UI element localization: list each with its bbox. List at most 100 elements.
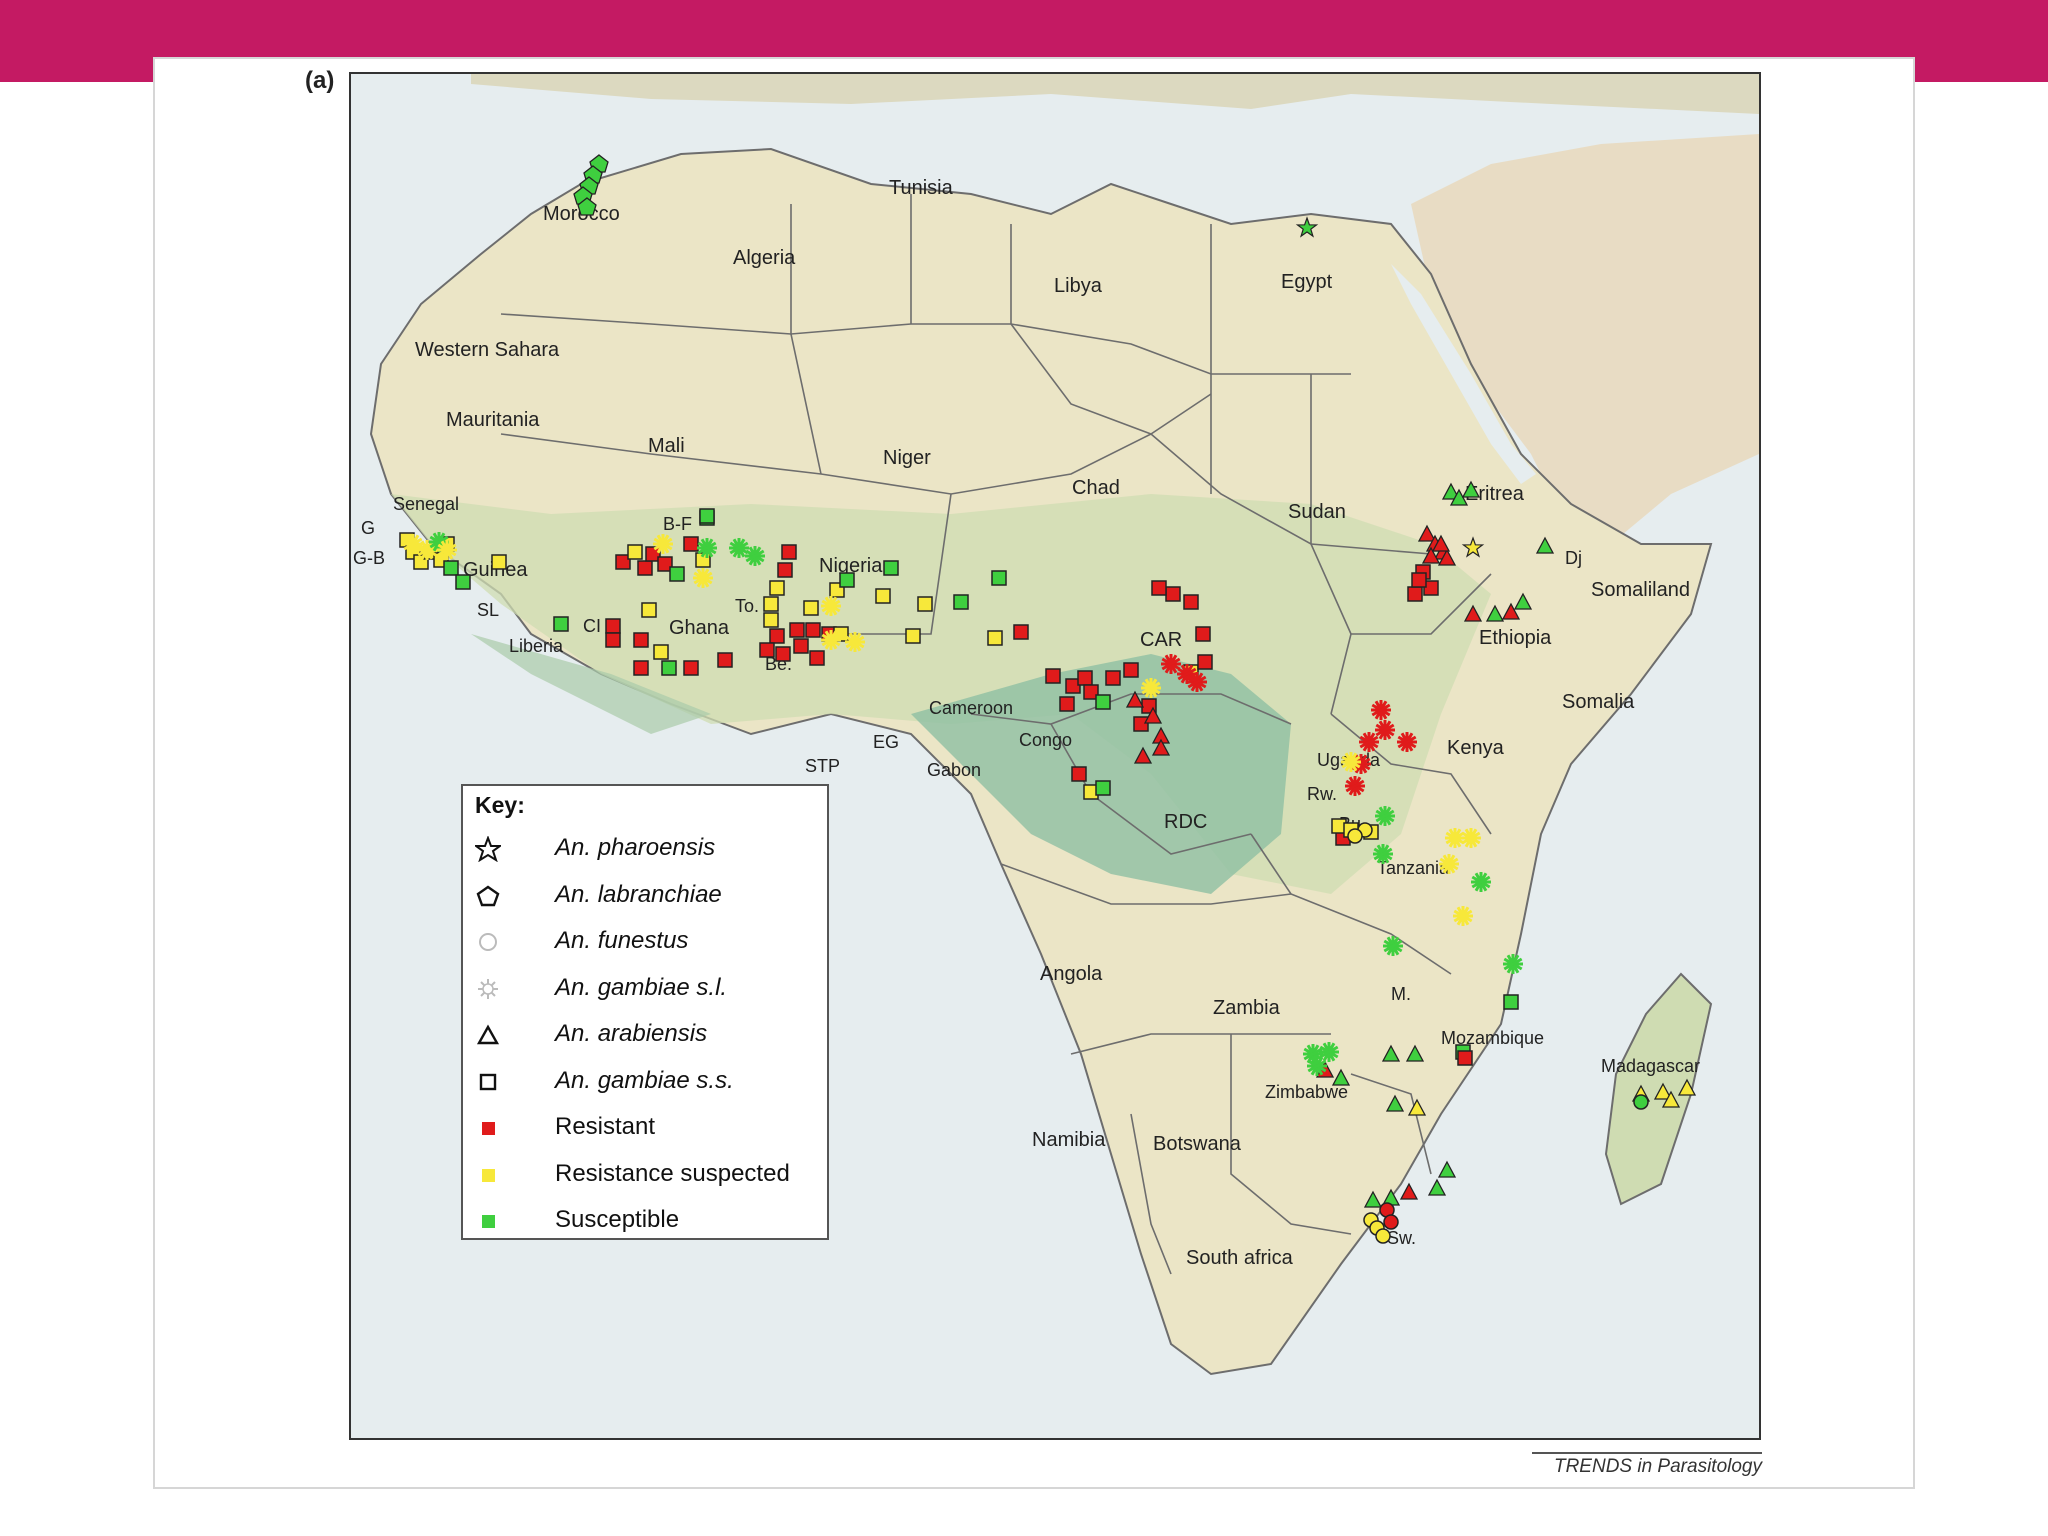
legend-label: An. labranchiae bbox=[555, 880, 722, 908]
gambiae-ss-marker bbox=[763, 612, 779, 628]
gambiae-ss-marker bbox=[917, 596, 933, 612]
gambiae-ss-marker bbox=[1133, 716, 1149, 732]
burst-icon bbox=[475, 976, 501, 1002]
gambiae-sl-marker bbox=[1341, 752, 1361, 772]
label-libya: Libya bbox=[1054, 275, 1103, 297]
legend-label: Susceptible bbox=[555, 1206, 680, 1233]
pharoensis-marker bbox=[1295, 216, 1319, 238]
label-rwanda: Rw. bbox=[1307, 784, 1337, 804]
burst-ray bbox=[1383, 939, 1403, 953]
gambiae-ss-marker bbox=[683, 536, 699, 552]
square-icon bbox=[475, 1069, 501, 1095]
legend-title: Key: bbox=[475, 792, 525, 818]
burst-ray bbox=[821, 633, 841, 647]
arabiensis-marker bbox=[1653, 1082, 1673, 1100]
gambiae-ss-marker bbox=[1423, 580, 1439, 596]
arabiensis-marker bbox=[1441, 482, 1461, 500]
burst-ray bbox=[729, 541, 749, 555]
gambiae-ss-marker bbox=[669, 566, 685, 582]
burst-ray bbox=[1371, 703, 1391, 717]
label-sao-tome: STP bbox=[805, 756, 840, 776]
label-cote-divoire: CI bbox=[583, 616, 601, 636]
label-gabon: Gabon bbox=[927, 760, 981, 780]
gambiae-sl-marker bbox=[693, 568, 713, 588]
arabiensis-marker bbox=[1381, 1044, 1401, 1062]
gambiae-ss-marker bbox=[805, 622, 821, 638]
label-madagascar: Madagascar bbox=[1601, 1056, 1700, 1076]
gambiae-sl-marker bbox=[1383, 936, 1403, 956]
label-sierra-leone: SL bbox=[477, 600, 499, 620]
legend-item: An. pharoensis bbox=[463, 828, 829, 868]
label-cameroon: Cameroon bbox=[929, 698, 1013, 718]
gambiae-ss-marker bbox=[1151, 580, 1167, 596]
label-togo: To. bbox=[735, 596, 759, 616]
yellow-swatch-icon bbox=[475, 1162, 501, 1188]
arabiensis-marker bbox=[1485, 604, 1505, 622]
gambiae-sl-marker bbox=[1471, 872, 1491, 892]
gambiae-sl-marker bbox=[1373, 844, 1393, 864]
legend: Key: An. pharoensis An. labranchiae An. fu… bbox=[461, 784, 829, 1240]
gambiae-sl-marker bbox=[1141, 678, 1161, 698]
legend-item: An. gambiae s.l. bbox=[463, 968, 829, 1008]
arabiensis-marker bbox=[1437, 548, 1457, 566]
panel-label: (a) bbox=[305, 67, 335, 94]
arabiensis-marker bbox=[1427, 1178, 1447, 1196]
gambiae-ss-marker bbox=[633, 660, 649, 676]
gambiae-ss-marker bbox=[789, 622, 805, 638]
label-guinea: Guinea bbox=[463, 559, 528, 581]
label-algeria: Algeria bbox=[733, 247, 796, 269]
gambiae-ss-marker bbox=[1407, 586, 1423, 602]
source-credit: TRENDS in Parasitology bbox=[1532, 1452, 1762, 1478]
burst-ray bbox=[1319, 1045, 1339, 1059]
burst-ray bbox=[429, 535, 449, 549]
burst-ray bbox=[403, 537, 423, 551]
legend-item: Resistance suspected bbox=[463, 1154, 829, 1194]
legend-item: Susceptible bbox=[463, 1200, 829, 1240]
burst-ray bbox=[1177, 667, 1197, 681]
pentagon-icon bbox=[475, 883, 501, 909]
gambiae-ss-marker bbox=[1165, 586, 1181, 602]
label-senegal: Senegal bbox=[393, 494, 459, 514]
pharoensis-marker bbox=[1461, 536, 1485, 558]
label-congo: Congo bbox=[1019, 730, 1072, 750]
arabiensis-marker bbox=[1513, 592, 1533, 610]
label-ethiopia: Ethiopia bbox=[1479, 627, 1552, 649]
label-mali: Mali bbox=[648, 435, 685, 457]
gambiae-sl-marker bbox=[1375, 806, 1395, 826]
burst-ray bbox=[1341, 755, 1361, 769]
arabiensis-marker bbox=[1421, 546, 1441, 564]
arabiensis-marker bbox=[1151, 738, 1171, 756]
burst-ray bbox=[437, 543, 457, 557]
green-swatch-icon bbox=[475, 1208, 501, 1234]
legend-label: An. funestus bbox=[555, 927, 689, 954]
gambiae-ss-marker bbox=[777, 562, 793, 578]
gambiae-ss-marker bbox=[883, 560, 899, 576]
burst-ray bbox=[845, 635, 865, 649]
label-equatorial-guinea: EG bbox=[873, 732, 899, 752]
burst-ray bbox=[1461, 831, 1481, 845]
label-nigeria: Nigeria bbox=[819, 555, 883, 577]
label-egypt: Egypt bbox=[1281, 271, 1333, 293]
gambiae-sl-marker bbox=[653, 534, 673, 554]
gambiae-sl-marker bbox=[429, 532, 449, 552]
gambiae-ss-marker bbox=[1071, 766, 1087, 782]
legend-item: An. arabiensis bbox=[463, 1014, 829, 1054]
gambiae-ss-marker bbox=[1065, 678, 1081, 694]
gambiae-ss-marker bbox=[775, 646, 791, 662]
burst-ray bbox=[1345, 779, 1365, 793]
gambiae-sl-marker bbox=[1503, 954, 1523, 974]
burst-ray bbox=[1161, 657, 1181, 671]
arabiensis-marker bbox=[1463, 604, 1483, 622]
gambiae-ss-marker bbox=[1503, 994, 1519, 1010]
gambiae-sl-marker bbox=[1371, 700, 1391, 720]
gambiae-ss-marker bbox=[605, 632, 621, 648]
label-liberia: Liberia bbox=[509, 636, 564, 656]
gambiae-ss-marker bbox=[809, 650, 825, 666]
burst-ray bbox=[693, 571, 713, 585]
gambiae-sl-marker bbox=[729, 538, 749, 558]
gambiae-ss-marker bbox=[1083, 684, 1099, 700]
gambiae-ss-marker bbox=[717, 652, 733, 668]
label-zimbabwe: Zimbabwe bbox=[1265, 1082, 1348, 1102]
coastal-forest-west bbox=[471, 634, 711, 734]
gambiae-ss-marker bbox=[781, 544, 797, 560]
